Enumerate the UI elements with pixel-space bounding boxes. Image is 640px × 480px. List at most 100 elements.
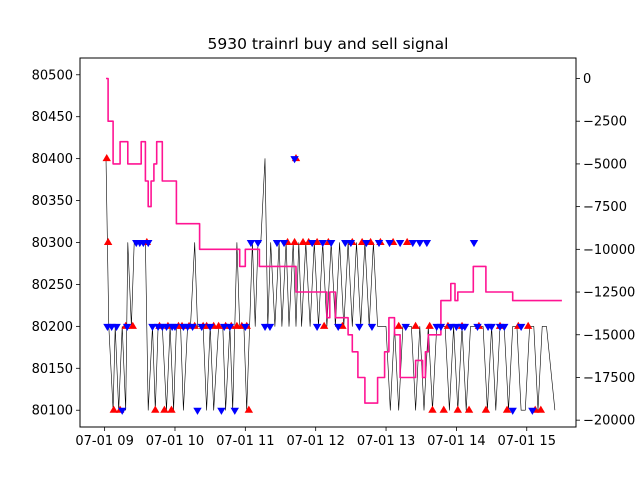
y-right-tick-label: −12500 (583, 286, 635, 301)
buy-marker (109, 405, 118, 413)
y-left-tick-label: 80250 (32, 278, 73, 293)
sell-marker (469, 239, 479, 248)
buy-marker (425, 321, 434, 329)
sell-marker (452, 323, 461, 331)
sell-marker (307, 239, 317, 248)
sell-marker (272, 239, 282, 248)
buy-marker (167, 405, 176, 413)
sell-marker (436, 323, 446, 331)
buy-marker (394, 321, 403, 329)
buy-marker (244, 405, 254, 413)
buy-marker (312, 237, 322, 246)
sell-marker (246, 239, 256, 248)
sell-marker (500, 323, 509, 331)
y-right-tick-label: −10000 (583, 243, 635, 258)
sell-marker (118, 407, 127, 415)
buy-marker (128, 321, 137, 329)
x-tick-label: 07-01 12 (286, 434, 344, 449)
y-right-tick-label: −20000 (583, 414, 635, 429)
sell-marker (367, 323, 377, 331)
sell-marker (265, 323, 275, 331)
sell-marker (528, 407, 537, 415)
x-tick-label: 07-01 13 (357, 434, 415, 449)
sell-marker (188, 323, 197, 331)
buy-marker (290, 237, 299, 246)
buy-marker (428, 405, 437, 413)
y-left-tick-label: 80400 (32, 152, 73, 167)
chart-title: 5930 trainrl buy and sell signal (208, 35, 449, 53)
sell-marker (385, 239, 394, 248)
sell-marker (162, 323, 171, 331)
sell-marker (279, 239, 289, 248)
sell-marker (473, 323, 482, 331)
buy-marker (160, 405, 169, 413)
buy-marker (298, 237, 308, 246)
y-left-tick-label: 80200 (32, 320, 73, 335)
sell-marker (144, 239, 153, 248)
buy-marker (464, 405, 474, 413)
sell-marker (197, 323, 206, 331)
buy-marker (439, 405, 448, 413)
sell-marker (318, 239, 327, 248)
buy-marker (536, 405, 546, 413)
plot-area (102, 77, 562, 415)
y-left-tick-label: 80450 (32, 110, 73, 125)
sell-marker (220, 323, 229, 331)
sell-marker (446, 323, 455, 331)
sell-marker (346, 239, 356, 248)
sell-marker (341, 239, 350, 248)
sell-marker (508, 407, 517, 415)
profit-line (106, 77, 562, 404)
buy-marker (411, 321, 420, 329)
x-tick-label: 07-01 15 (498, 434, 556, 449)
sell-marker (193, 407, 202, 415)
y-right-tick-label: 0 (583, 72, 591, 87)
y-right-tick-label: −17500 (583, 371, 635, 386)
y-right-tick-label: −7500 (583, 200, 627, 215)
sell-marker (374, 239, 384, 248)
y-right-tick-label: −5000 (583, 157, 627, 172)
x-tick-label: 07-01 11 (216, 434, 274, 449)
sell-marker (401, 323, 410, 331)
buy-marker (502, 405, 512, 413)
sell-marker (312, 323, 322, 331)
sell-marker (422, 239, 432, 248)
buy-marker (319, 321, 329, 329)
sell-marker (290, 156, 299, 164)
sell-marker (408, 239, 417, 248)
sell-marker (122, 323, 132, 331)
axes: 07-01 09 07-01 10 07-01 11 07-01 12 07-01 13… (32, 68, 636, 449)
price-line (105, 158, 556, 411)
sell-marker (230, 407, 239, 415)
sell-marker (487, 323, 496, 331)
sell-marker (148, 323, 157, 331)
buy-marker (151, 405, 160, 413)
sell-marker (170, 323, 180, 331)
sell-marker (326, 239, 336, 248)
y-right-tick-label: −15000 (583, 328, 635, 343)
buy-marker (102, 154, 111, 162)
x-tick-label: 07-01 14 (427, 434, 485, 449)
buy-marker (523, 321, 533, 329)
sell-marker (334, 323, 343, 331)
y-left-tick-label: 80300 (32, 236, 73, 251)
sell-marker (225, 323, 235, 331)
sell-marker (362, 239, 371, 248)
sell-marker (217, 407, 226, 415)
sell-marker (516, 323, 526, 331)
sell-marker (395, 239, 405, 248)
buy-marker (453, 405, 463, 413)
y-left-tick-label: 80150 (32, 362, 73, 377)
x-tick-label: 07-01 09 (75, 434, 133, 449)
sell-marker (460, 323, 470, 331)
sell-marker (355, 323, 364, 331)
buy-marker (481, 405, 491, 413)
x-tick-label: 07-01 10 (146, 434, 204, 449)
y-left-tick-label: 80100 (32, 404, 73, 419)
y-left-tick-label: 80500 (32, 68, 73, 83)
buy-marker (103, 237, 113, 246)
buy-marker (402, 237, 412, 246)
sell-marker (241, 323, 250, 331)
